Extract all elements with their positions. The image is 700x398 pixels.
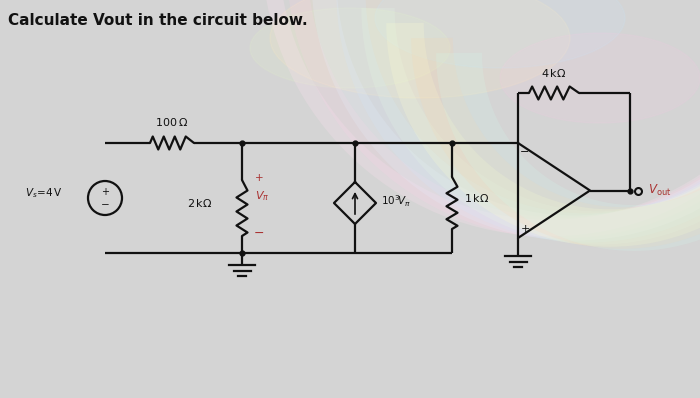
- Ellipse shape: [250, 8, 450, 88]
- Text: $1\,\mathrm{k}\Omega$: $1\,\mathrm{k}\Omega$: [464, 192, 489, 204]
- Text: $2\,\mathrm{k}\Omega$: $2\,\mathrm{k}\Omega$: [187, 197, 212, 209]
- Text: −: −: [101, 199, 109, 209]
- Text: −: −: [253, 226, 265, 240]
- Ellipse shape: [270, 0, 570, 98]
- Text: $10^3\!V_\pi$: $10^3\!V_\pi$: [381, 193, 411, 209]
- Text: +: +: [255, 173, 263, 183]
- Text: $V_{\rm out}$: $V_{\rm out}$: [648, 183, 671, 198]
- Ellipse shape: [500, 33, 700, 123]
- Text: $4\,\mathrm{k}\Omega$: $4\,\mathrm{k}\Omega$: [541, 67, 567, 79]
- Ellipse shape: [375, 0, 625, 68]
- Text: −: −: [520, 147, 530, 157]
- Text: +: +: [520, 224, 530, 234]
- Text: +: +: [101, 187, 109, 197]
- Text: $V_\pi$: $V_\pi$: [255, 189, 270, 203]
- Text: Calculate Vout in the circuit below.: Calculate Vout in the circuit below.: [8, 13, 307, 28]
- Text: $100\,\Omega$: $100\,\Omega$: [155, 116, 188, 128]
- Text: $V_s\!=\!4\,\mathrm{V}$: $V_s\!=\!4\,\mathrm{V}$: [25, 186, 63, 200]
